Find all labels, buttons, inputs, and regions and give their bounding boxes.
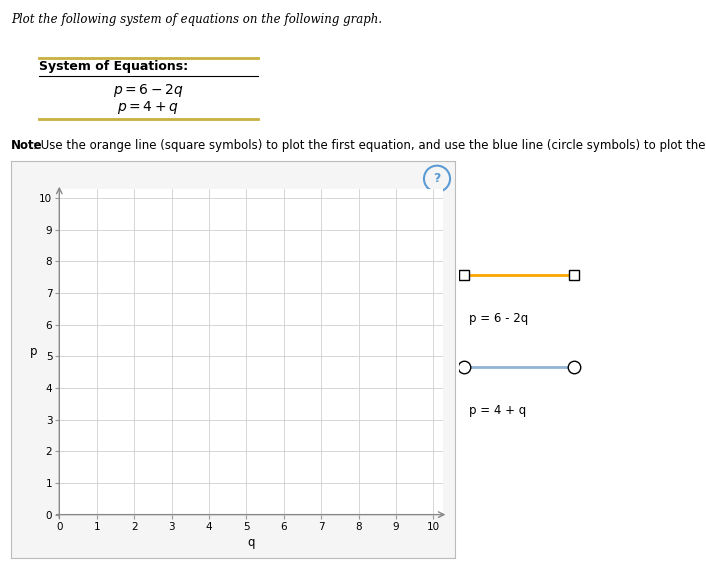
Text: p = 6 - 2q: p = 6 - 2q xyxy=(469,312,528,325)
Text: System of Equations:: System of Equations: xyxy=(39,60,188,74)
X-axis label: q: q xyxy=(247,536,255,549)
Text: Plot the following system of equations on the following graph.: Plot the following system of equations o… xyxy=(11,13,383,26)
Y-axis label: p: p xyxy=(30,345,37,358)
Text: : Use the orange line (square symbols) to plot the first equation, and use the b: : Use the orange line (square symbols) t… xyxy=(33,139,706,152)
Text: $p=4+q$: $p=4+q$ xyxy=(117,99,179,116)
Text: ?: ? xyxy=(433,172,441,185)
Text: $p=6-2q$: $p=6-2q$ xyxy=(113,82,184,99)
Text: p = 4 + q: p = 4 + q xyxy=(469,404,526,417)
Text: Note: Note xyxy=(11,139,43,152)
